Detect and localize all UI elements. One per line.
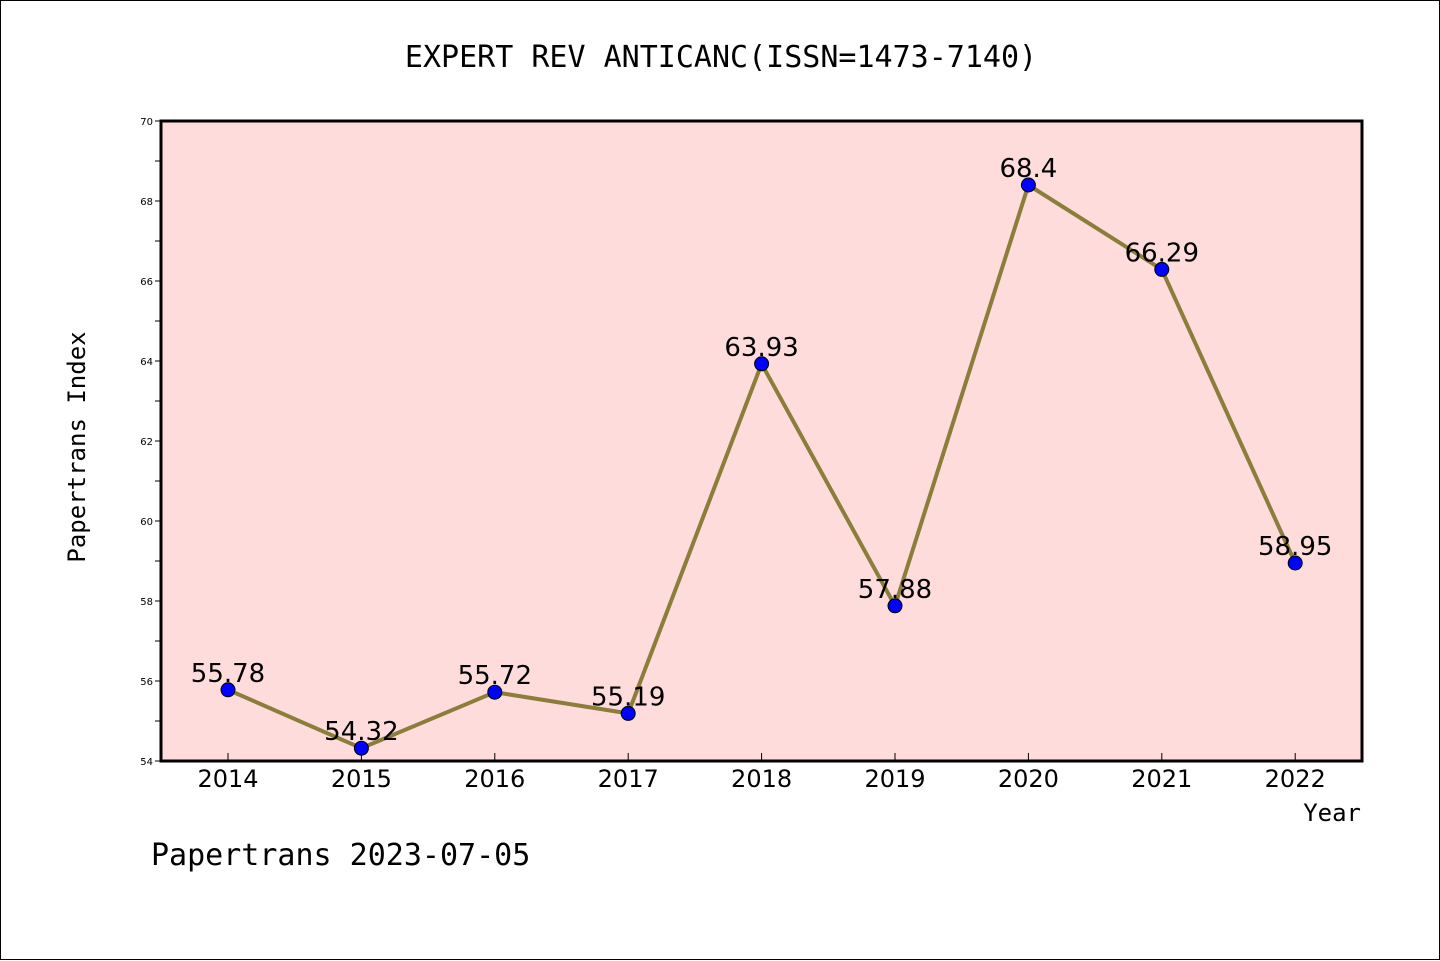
y-tick-label: 70	[140, 117, 153, 128]
data-label: 68.4	[999, 154, 1057, 184]
x-axis: 2014 2015 2016 2017 2018 2019 2020 2021 2022	[197, 753, 1326, 793]
data-label: 55.19	[591, 682, 665, 712]
x-tick-label: 2014	[197, 765, 258, 793]
chart-title: EXPERT REV ANTICANC(ISSN=1473-7140)	[405, 40, 1037, 75]
data-points	[220, 177, 1303, 756]
data-label: 58.95	[1258, 532, 1332, 562]
y-tick-label: 54	[140, 757, 153, 768]
data-label: 57.88	[858, 575, 932, 605]
footer-text: Papertrans 2023-07-05	[151, 838, 530, 873]
data-point	[1154, 261, 1170, 277]
y-tick-label: 68	[140, 197, 153, 208]
x-tick-label: 2015	[331, 765, 392, 793]
x-tick-label: 2022	[1265, 765, 1326, 793]
data-point	[353, 740, 369, 756]
data-label: 54.32	[324, 717, 398, 747]
data-point	[1287, 555, 1303, 571]
data-label: 66.29	[1125, 238, 1199, 268]
y-tick-label: 62	[140, 437, 153, 448]
x-axis-label: Year	[1303, 799, 1361, 827]
y-tick-label: 60	[140, 517, 153, 528]
data-labels: 55.78 54.32 55.72 55.19 63.93 57.88 68.4 66.29 5…	[191, 154, 1333, 747]
data-label: 55.72	[458, 661, 532, 691]
data-point	[754, 356, 770, 372]
data-label: 63.93	[724, 333, 798, 363]
data-point	[887, 598, 903, 614]
x-tick-label: 2021	[1131, 765, 1192, 793]
data-point	[487, 684, 503, 700]
x-tick-label: 2017	[598, 765, 659, 793]
data-label: 55.78	[191, 659, 265, 689]
y-tick-label: 56	[140, 677, 153, 688]
x-tick-label: 2018	[731, 765, 792, 793]
y-axis: 54 56 58 60 62 64 66 68 70	[140, 117, 161, 768]
y-axis-label: Papertrans Index	[63, 331, 91, 562]
data-point	[1020, 177, 1036, 193]
y-tick-label: 64	[140, 357, 153, 368]
x-tick-label: 2020	[998, 765, 1059, 793]
y-tick-label: 66	[140, 277, 153, 288]
y-tick-label: 58	[140, 597, 153, 608]
x-tick-label: 2016	[464, 765, 525, 793]
data-point	[620, 705, 636, 721]
plot-area	[159, 119, 1364, 763]
x-tick-label: 2019	[864, 765, 925, 793]
data-point	[220, 682, 236, 698]
